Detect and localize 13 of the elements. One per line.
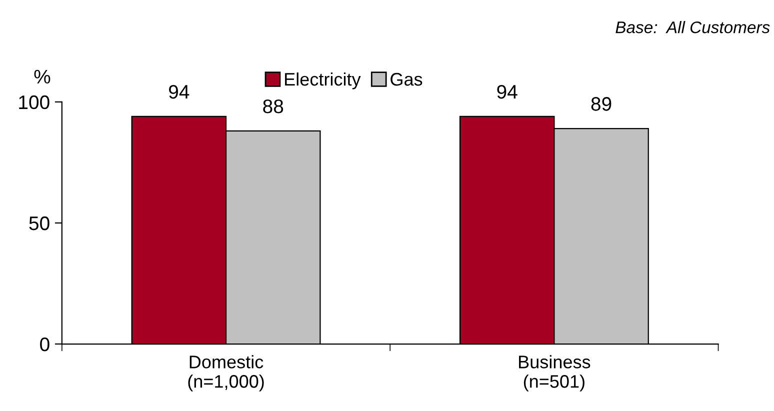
y-axis-title: % — [34, 70, 50, 84]
legend-label: Electricity — [285, 72, 361, 90]
data-label: 89 — [591, 97, 612, 111]
legend-label: Gas — [390, 72, 422, 86]
x-tick-label: Domestic (n=1,000) — [188, 355, 264, 392]
data-label: 88 — [263, 99, 284, 114]
y-tick-label: 100 — [19, 95, 50, 110]
y-tick-label: 50 — [29, 216, 50, 230]
data-label: 94 — [497, 84, 518, 99]
text: Base: All Customers — [616, 21, 770, 34]
data-label: 94 — [169, 84, 190, 99]
y-tick-label: 0 — [40, 337, 50, 352]
x-tick-label: Business (n=501) — [519, 355, 590, 392]
